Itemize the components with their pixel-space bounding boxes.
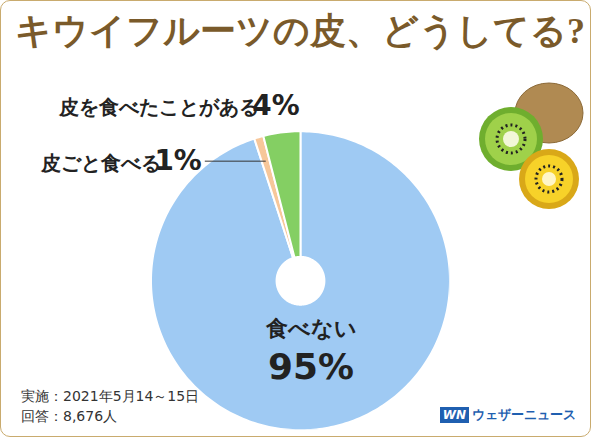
html-text:回答：8,676人: 回答：8,676人 [21,408,118,424]
html-text:ウェザーニュース: ウェザーニュース [472,407,576,422]
html-text:キウイフルーツの皮、どうしてる?: キウイフルーツの皮、どうしてる? [15,11,585,51]
svg-text:1%: 1% [154,144,201,177]
html-text:実施：2021年5月14～15日: 実施：2021年5月14～15日 [21,388,200,404]
html-text:WN: WN [442,408,466,422]
svg-text:皮ごと食べる: 皮ごと食べる [40,152,161,175]
svg-text:食べない: 食べない [265,316,357,341]
svg-text:4%: 4% [252,89,299,122]
svg-text:95%: 95% [268,346,354,387]
svg-text:皮を食べたことがある: 皮を食べたことがある [58,96,259,119]
